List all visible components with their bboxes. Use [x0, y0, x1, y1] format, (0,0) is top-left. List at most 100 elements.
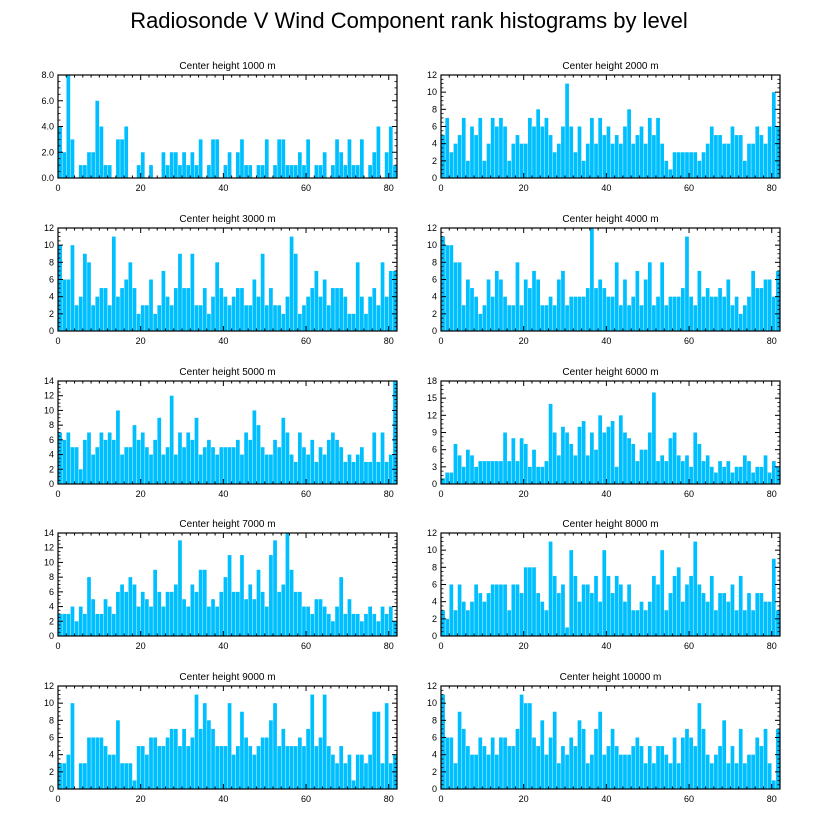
bar [602, 754, 607, 789]
bar [384, 152, 389, 178]
bar [66, 75, 71, 178]
bar [231, 754, 236, 789]
bar [581, 421, 586, 484]
bar [693, 541, 698, 636]
bar [91, 152, 96, 178]
bar [767, 126, 772, 178]
bar [149, 606, 153, 636]
bar [302, 746, 306, 789]
bar [211, 447, 215, 484]
x-tick-label: 20 [519, 489, 529, 499]
bar [281, 313, 286, 331]
bar [639, 746, 644, 789]
panel-10: Center height 10000 m 0 20 40 60 80 0 2 4 6 8 10 12 [427, 672, 781, 804]
bar [322, 152, 327, 178]
bar [614, 262, 619, 331]
bar [281, 417, 286, 484]
bar [227, 305, 232, 331]
bar [240, 139, 244, 178]
bar [165, 165, 170, 178]
y-tick-label: 10 [427, 545, 437, 555]
bar [511, 305, 516, 331]
bar [635, 461, 640, 484]
y-tick-label: 12 [44, 391, 54, 401]
bar [111, 754, 116, 789]
bar [83, 613, 87, 636]
bar [326, 305, 331, 331]
bar [103, 599, 108, 636]
y-tick-label: 10 [427, 240, 437, 250]
bar [544, 461, 549, 484]
bar [647, 432, 652, 484]
y-tick-label: 2 [432, 309, 437, 319]
bar [623, 432, 627, 484]
bar [331, 165, 335, 178]
bar [590, 117, 594, 178]
bar [326, 746, 331, 789]
y-tick-label: 4 [432, 750, 437, 760]
bar [198, 139, 203, 178]
bar [577, 720, 582, 789]
bar [355, 454, 360, 484]
bar [718, 746, 722, 789]
x-tick-label: 0 [438, 336, 443, 346]
y-tick-label: 4.0 [41, 122, 54, 132]
bar [598, 711, 603, 789]
bar [380, 432, 385, 484]
bar [482, 746, 487, 789]
bar [103, 165, 108, 178]
bar [227, 152, 232, 178]
bar [161, 606, 166, 636]
bar [388, 126, 393, 178]
bar [331, 754, 335, 789]
bar [767, 601, 772, 636]
bar [767, 763, 772, 789]
bar [66, 279, 71, 331]
bar [277, 746, 282, 789]
bar [445, 618, 450, 636]
bar [116, 410, 120, 484]
bar [503, 432, 507, 484]
bar [548, 135, 553, 178]
bar [548, 541, 553, 636]
bar [478, 313, 483, 331]
bar [149, 165, 153, 178]
bar [751, 270, 755, 331]
bar [231, 591, 236, 636]
bar [676, 455, 681, 484]
bar [227, 447, 232, 484]
bar [240, 711, 244, 789]
bar [457, 135, 462, 178]
y-tick-label: 0 [49, 631, 54, 641]
bar [194, 694, 199, 789]
bar [697, 584, 702, 636]
bar [656, 296, 660, 331]
bar [747, 143, 751, 178]
bar [190, 584, 195, 636]
bar [759, 466, 764, 484]
y-tick-label: 10 [44, 405, 54, 415]
bar [219, 447, 224, 484]
bar [260, 447, 265, 484]
x-tick-label: 80 [384, 336, 394, 346]
bar [244, 165, 248, 178]
bar [532, 270, 536, 331]
bar [507, 305, 512, 331]
bar [643, 279, 648, 331]
bar [269, 288, 273, 331]
y-tick-label: 9 [432, 428, 437, 438]
bar [95, 613, 100, 636]
bar [742, 610, 747, 636]
bar [248, 439, 253, 484]
bar [355, 262, 360, 331]
bar [202, 703, 207, 789]
y-tick-label: 8 [432, 715, 437, 725]
y-tick-label: 4 [432, 139, 437, 149]
bar [635, 737, 640, 789]
bar [552, 432, 557, 484]
y-tick-label: 4 [49, 602, 54, 612]
bar [355, 165, 360, 178]
bar [685, 584, 689, 636]
bar [297, 591, 302, 636]
bar [747, 461, 751, 484]
